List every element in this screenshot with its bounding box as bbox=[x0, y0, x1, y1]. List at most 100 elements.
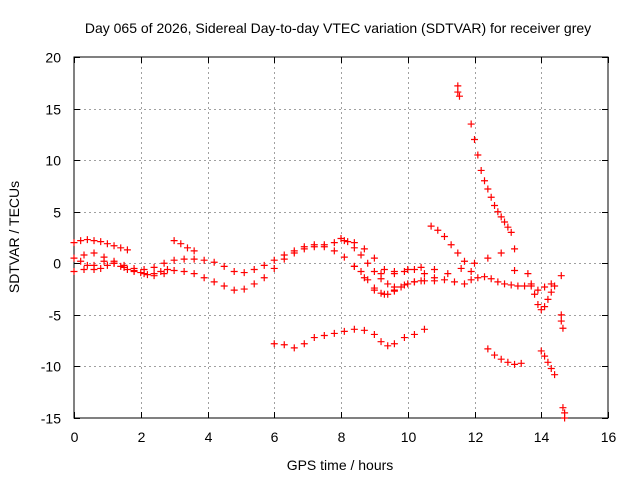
data-point bbox=[507, 281, 515, 289]
series-track-k bbox=[270, 325, 428, 352]
data-point bbox=[150, 263, 158, 271]
x-tick-label: 14 bbox=[534, 429, 550, 445]
series-track-n bbox=[484, 345, 525, 368]
data-point bbox=[494, 208, 502, 216]
data-point bbox=[320, 331, 328, 339]
data-point bbox=[377, 270, 385, 278]
data-point bbox=[474, 151, 482, 159]
data-point bbox=[460, 257, 468, 265]
data-point bbox=[370, 330, 378, 338]
data-point bbox=[455, 92, 463, 100]
data-point bbox=[210, 258, 218, 266]
series-track-o bbox=[524, 270, 559, 314]
y-tick-label: -5 bbox=[49, 308, 62, 324]
data-point bbox=[557, 311, 565, 319]
data-point bbox=[117, 244, 125, 252]
data-point bbox=[340, 327, 348, 335]
data-point bbox=[220, 262, 228, 270]
data-point bbox=[504, 223, 512, 231]
data-point bbox=[270, 340, 278, 348]
data-point bbox=[390, 268, 398, 276]
data-point bbox=[491, 351, 499, 359]
data-point bbox=[77, 257, 85, 265]
data-point bbox=[410, 278, 418, 286]
data-point bbox=[440, 276, 448, 284]
data-point bbox=[481, 177, 489, 185]
series-track-f bbox=[337, 235, 398, 291]
data-point bbox=[524, 270, 532, 278]
data-point bbox=[260, 261, 268, 269]
x-tick-label: 0 bbox=[71, 429, 79, 445]
x-tick-label: 8 bbox=[338, 429, 346, 445]
x-axis-label: GPS time / hours bbox=[287, 457, 394, 473]
data-point bbox=[454, 249, 462, 257]
data-point bbox=[410, 265, 418, 273]
data-point bbox=[83, 236, 91, 244]
data-point bbox=[97, 238, 105, 246]
y-tick-label: 0 bbox=[53, 256, 61, 272]
data-point bbox=[240, 285, 248, 293]
series-track-h bbox=[377, 245, 519, 278]
x-tick-label: 6 bbox=[271, 429, 279, 445]
data-point bbox=[384, 280, 392, 288]
data-point bbox=[531, 290, 539, 298]
data-point bbox=[80, 251, 88, 259]
data-point bbox=[150, 270, 158, 278]
data-point bbox=[537, 306, 545, 314]
data-point bbox=[501, 218, 509, 226]
data-point bbox=[160, 259, 168, 267]
data-point bbox=[477, 166, 485, 174]
x-tick-label: 4 bbox=[205, 429, 213, 445]
data-point bbox=[410, 330, 418, 338]
data-point bbox=[541, 352, 549, 360]
data-point bbox=[290, 344, 298, 352]
data-point bbox=[270, 256, 278, 264]
data-point bbox=[140, 270, 148, 278]
y-tick-label: 20 bbox=[45, 50, 61, 66]
data-point bbox=[501, 280, 509, 288]
series-track-j bbox=[460, 273, 529, 290]
data-point bbox=[200, 274, 208, 282]
data-point bbox=[534, 286, 542, 294]
data-point bbox=[330, 239, 338, 247]
data-point bbox=[504, 358, 512, 366]
data-point bbox=[337, 235, 345, 243]
data-point bbox=[100, 257, 108, 265]
data-point bbox=[527, 282, 535, 290]
data-point bbox=[103, 261, 111, 269]
data-point bbox=[559, 404, 567, 412]
data-point bbox=[360, 245, 368, 253]
series-track-s bbox=[511, 267, 519, 275]
series-track-a bbox=[70, 236, 131, 254]
y-tick-label: 5 bbox=[53, 205, 61, 221]
data-point bbox=[220, 282, 228, 290]
grid bbox=[74, 57, 608, 418]
data-point bbox=[200, 256, 208, 264]
data-point bbox=[344, 238, 352, 246]
data-point bbox=[103, 240, 111, 248]
x-tick-labels: 0 2 4 6 8 10 12 14 16 bbox=[71, 429, 617, 445]
series-track-q bbox=[537, 347, 559, 379]
data-point bbox=[370, 268, 378, 276]
data-point bbox=[484, 254, 492, 262]
data-point bbox=[143, 271, 151, 279]
data-point bbox=[330, 247, 338, 255]
data-point bbox=[471, 259, 478, 267]
data-point bbox=[447, 241, 455, 249]
data-point bbox=[397, 283, 405, 291]
data-point bbox=[97, 264, 105, 272]
y-axis-label: SDTVAR / TECUs bbox=[6, 181, 22, 293]
series-track-d bbox=[77, 257, 171, 279]
data-point bbox=[467, 120, 475, 128]
data-point bbox=[357, 251, 365, 259]
data-point bbox=[190, 247, 198, 255]
axis-ticks bbox=[74, 57, 609, 419]
data-point bbox=[310, 243, 318, 251]
data-point bbox=[340, 253, 348, 261]
data-point bbox=[364, 259, 372, 267]
data-point bbox=[484, 185, 492, 193]
data-point bbox=[474, 274, 482, 282]
data-point bbox=[497, 249, 505, 257]
data-point bbox=[494, 278, 502, 286]
